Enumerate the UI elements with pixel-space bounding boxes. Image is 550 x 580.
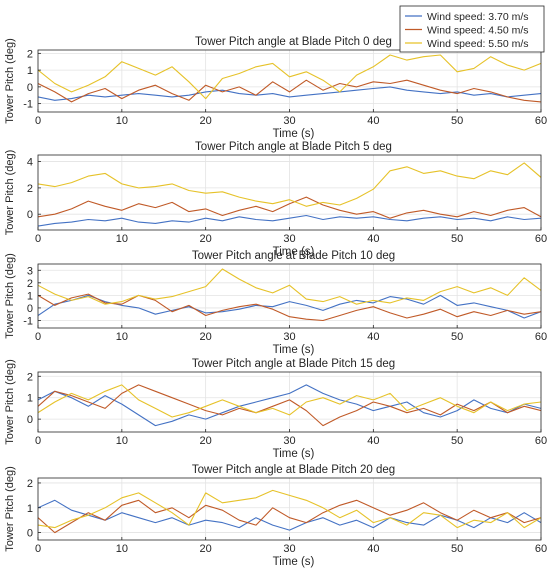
- y-tick-label: 0: [27, 82, 33, 94]
- y-tick-label: -1: [23, 99, 33, 111]
- x-tick-label: 50: [451, 115, 463, 127]
- x-tick-label: 40: [367, 331, 379, 343]
- x-tick-label: 0: [35, 115, 41, 127]
- x-tick-label: 20: [200, 233, 212, 245]
- chart-title: Tower Pitch angle at Blade Pitch 10 deg: [192, 250, 395, 262]
- legend-entry: Wind speed: 4.50 m/s: [427, 25, 529, 37]
- x-tick-label: 20: [200, 435, 212, 447]
- y-tick-label: 0: [27, 303, 33, 315]
- x-tick-label: 60: [535, 543, 547, 555]
- legend-entry: Wind speed: 5.50 m/s: [427, 38, 529, 50]
- chart-title: Tower Pitch angle at Blade Pitch 0 deg: [195, 36, 392, 48]
- y-axis-label: Tower Pitch (deg): [4, 359, 16, 445]
- series-line-3: [38, 54, 541, 100]
- chart-title: Tower Pitch angle at Blade Pitch 15 deg: [192, 358, 395, 370]
- x-axis-label: Time (s): [273, 556, 315, 568]
- x-tick-label: 50: [451, 543, 463, 555]
- x-tick-label: 40: [367, 435, 379, 447]
- x-tick-label: 60: [535, 331, 547, 343]
- series-line-3: [38, 268, 541, 305]
- y-tick-label: 2: [27, 183, 33, 195]
- x-tick-label: 50: [451, 331, 463, 343]
- chart-title: Tower Pitch angle at Blade Pitch 20 deg: [192, 464, 395, 476]
- y-axis-label: Tower Pitch (deg): [4, 38, 16, 124]
- chart-title: Tower Pitch angle at Blade Pitch 5 deg: [195, 141, 392, 153]
- x-axis-label: Time (s): [273, 344, 315, 356]
- x-tick-label: 40: [367, 115, 379, 127]
- x-tick-label: 40: [367, 233, 379, 245]
- series-line-3: [38, 384, 541, 418]
- x-tick-label: 30: [283, 233, 295, 245]
- x-tick-label: 10: [116, 543, 128, 555]
- x-tick-label: 60: [535, 233, 547, 245]
- x-tick-label: 0: [35, 543, 41, 555]
- series-line-2: [38, 384, 541, 427]
- x-tick-label: 50: [451, 435, 463, 447]
- series-line-1: [38, 294, 541, 319]
- x-tick-label: 0: [35, 331, 41, 343]
- legend: Wind speed: 3.70 m/s Wind speed: 4.50 m/s…: [399, 5, 545, 53]
- x-tick-label: 0: [35, 233, 41, 245]
- x-tick-label: 10: [116, 331, 128, 343]
- chart-panel-3: Tower Pitch angle at Blade Pitch 10 deg 0…: [4, 250, 547, 356]
- x-tick-label: 10: [116, 435, 128, 447]
- x-tick-label: 0: [35, 435, 41, 447]
- y-tick-label: 2: [27, 478, 33, 490]
- chart-panel-2: Tower Pitch angle at Blade Pitch 5 deg 0 1…: [4, 141, 547, 258]
- series-line-2: [38, 196, 541, 219]
- y-tick-label: 1: [27, 393, 33, 405]
- x-tick-label: 60: [535, 115, 547, 127]
- series-line-2: [38, 499, 541, 534]
- x-axis-label: Time (s): [273, 246, 315, 258]
- y-tick-label: 1: [27, 290, 33, 302]
- y-tick-label: 0: [27, 209, 33, 221]
- x-tick-label: 30: [283, 435, 295, 447]
- x-tick-label: 20: [200, 543, 212, 555]
- x-tick-label: 30: [283, 331, 295, 343]
- series-line-1: [38, 214, 541, 227]
- chart-panel-5: Tower Pitch angle at Blade Pitch 20 deg 0…: [4, 464, 547, 568]
- chart-panel-4: Tower Pitch angle at Blade Pitch 15 deg 0…: [4, 358, 547, 460]
- legend-entry: Wind speed: 3.70 m/s: [427, 11, 529, 23]
- y-tick-label: 0: [27, 528, 33, 540]
- series-line-3: [38, 162, 541, 207]
- x-tick-label: 30: [283, 543, 295, 555]
- y-tick-label: 2: [27, 48, 33, 60]
- x-axis-label: Time (s): [273, 448, 315, 460]
- series-line-2: [38, 79, 541, 103]
- y-tick-label: -1: [23, 315, 33, 327]
- x-axis-label: Time (s): [273, 128, 315, 140]
- y-tick-label: 2: [27, 371, 33, 383]
- chart-panel-1: Tower Pitch angle at Blade Pitch 0 deg 0 1…: [4, 36, 547, 140]
- series-line-1: [38, 86, 541, 101]
- y-tick-label: 3: [27, 265, 33, 277]
- x-tick-label: 40: [367, 543, 379, 555]
- y-tick-label: 1: [27, 503, 33, 515]
- y-tick-label: 4: [27, 157, 33, 169]
- x-tick-label: 10: [116, 115, 128, 127]
- y-tick-label: 2: [27, 278, 33, 290]
- y-axis-label: Tower Pitch (deg): [4, 150, 16, 236]
- x-tick-label: 50: [451, 233, 463, 245]
- y-axis-label: Tower Pitch (deg): [4, 466, 16, 552]
- y-tick-label: 1: [27, 65, 33, 77]
- x-tick-label: 30: [283, 115, 295, 127]
- x-tick-label: 20: [200, 331, 212, 343]
- x-tick-label: 20: [200, 115, 212, 127]
- x-tick-label: 60: [535, 435, 547, 447]
- series-line-1: [38, 384, 541, 427]
- x-tick-label: 10: [116, 233, 128, 245]
- series-line-3: [38, 489, 541, 529]
- y-tick-label: 0: [27, 414, 33, 426]
- series-line-2: [38, 293, 541, 322]
- y-axis-label: Tower Pitch (deg): [4, 253, 16, 339]
- legend-box: [399, 5, 545, 53]
